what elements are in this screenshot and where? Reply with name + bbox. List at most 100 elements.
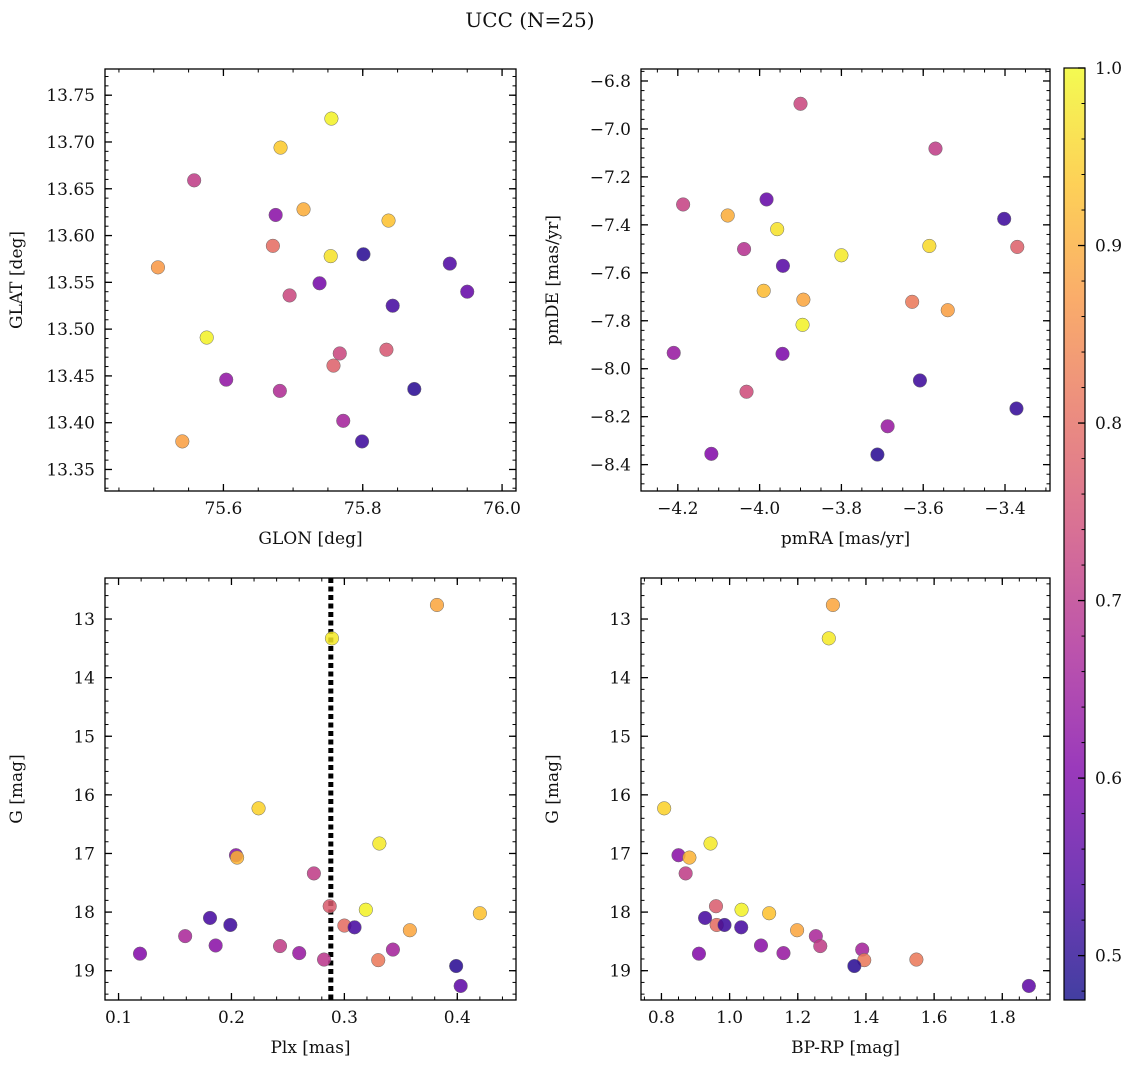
data-point [703,836,718,851]
data-point [429,597,445,613]
colorbar: 0.5 0.6 0.7 0.8 0.9 1.0 [1063,59,1122,1001]
data-point [682,850,697,865]
x-tick-label: 0.2 [218,1008,245,1028]
colorbar-gradient [1063,67,1086,1001]
panel-plx-g: 0.1 0.2 0.3 0.4 13 14 15 16 17 18 19 Plx [mas] G [ma… [7,577,517,1058]
data-point [770,222,785,237]
data-point [407,381,422,397]
data-point [825,597,840,613]
data-point [230,850,245,865]
data-point [178,929,193,944]
data-point [282,288,297,303]
data-point [912,373,927,388]
data-point [379,342,394,357]
data-point [150,260,165,275]
data-point [776,946,791,961]
y-tick-label: −7.6 [590,264,631,284]
y-tick-label: 15 [609,727,631,747]
y-tick-label: 19 [73,962,95,982]
x-tick-label: −3.4 [984,499,1025,519]
x-axis-label: pmRA [mas/yr] [781,529,910,549]
data-point [354,434,370,449]
data-point [292,946,307,961]
figure-title: UCC (N=25) [465,8,594,32]
x-tick-label: 1.8 [989,1008,1016,1028]
data-point [676,197,691,212]
data-point [737,242,752,257]
data-point [657,801,672,816]
data-point [795,317,810,332]
data-point [272,939,288,954]
panel-pmra-pmde: −4.2 −4.0 −3.8 −3.6 −3.4 −8.4 −8.2 −8.0 −7.8 −7.6… [543,68,1051,549]
data-point [734,920,749,935]
colorbar-tick-label: 0.8 [1095,414,1122,434]
data-point [847,958,862,974]
colorbar-tick-label: 0.5 [1095,947,1122,967]
data-point [775,258,790,273]
data-point [472,906,487,921]
x-axis-label: GLON [deg] [258,529,362,549]
y-tick-label: 13 [73,610,95,630]
colorbar-tick-label: 0.6 [1095,769,1122,789]
x-axis-label: BP-RP [mag] [791,1038,900,1058]
data-point [704,446,719,461]
y-tick-label: −7.4 [590,216,631,236]
data-point [208,938,223,953]
data-point [1021,978,1036,993]
data-point [358,902,373,917]
y-tick-label: 13 [609,610,631,630]
y-tick-label: 13.35 [46,460,95,480]
panel-bprp-g: 0.8 1.0 1.2 1.4 1.6 1.8 13 14 15 16 17 18 19 BP-RP [m… [543,577,1051,1058]
y-tick-label: −8.4 [590,456,631,476]
y-tick-label: 18 [73,903,95,923]
data-point [698,910,713,925]
data-point [1009,401,1024,416]
x-tick-label: 1.0 [716,1008,743,1028]
data-point [202,910,218,925]
data-point [813,939,828,954]
data-point [326,358,341,373]
y-tick-label: 14 [73,669,95,689]
data-point [332,346,347,361]
data-point [940,303,955,318]
x-axis-label: Plx [mas] [270,1038,350,1058]
y-axis-label: pmDE [mas/yr] [543,215,563,345]
data-point [796,292,811,307]
x-tick-label: 0.4 [444,1008,471,1028]
y-tick-label: 13.60 [46,227,95,247]
data-point [323,249,338,264]
y-tick-label: 13.75 [46,86,95,106]
x-tick-label: 0.3 [331,1008,358,1028]
x-tick-label: 0.1 [105,1008,132,1028]
x-tick-label: 75.8 [344,499,382,519]
y-axis-label: G [mag] [543,754,563,823]
x-tick-label: −3.8 [821,499,862,519]
y-tick-label: 17 [73,844,95,864]
x-tick-label: −3.6 [903,499,944,519]
y-tick-label: −6.8 [590,72,631,92]
data-point [739,384,754,399]
x-tick-label: 1.4 [852,1008,879,1028]
data-point [442,256,457,271]
y-tick-label: −7.2 [590,168,631,188]
data-point [453,978,468,993]
y-tick-label: −7.8 [590,312,631,332]
y-tick-label: 13.65 [46,180,95,200]
y-tick-label: 18 [609,903,631,923]
data-point [834,248,849,263]
data-point [666,345,681,360]
data-point [316,952,332,967]
data-point [449,958,464,974]
y-tick-label: 13.50 [46,320,95,340]
plot-frame [640,68,1051,492]
data-point [928,141,943,156]
data-point [402,923,417,938]
data-point [870,447,885,462]
data-point [219,372,234,387]
y-tick-label: 13.40 [46,414,95,434]
data-point [997,211,1012,226]
data-point [678,866,693,881]
data-point [251,801,266,816]
x-tick-label: −4.0 [739,499,780,519]
